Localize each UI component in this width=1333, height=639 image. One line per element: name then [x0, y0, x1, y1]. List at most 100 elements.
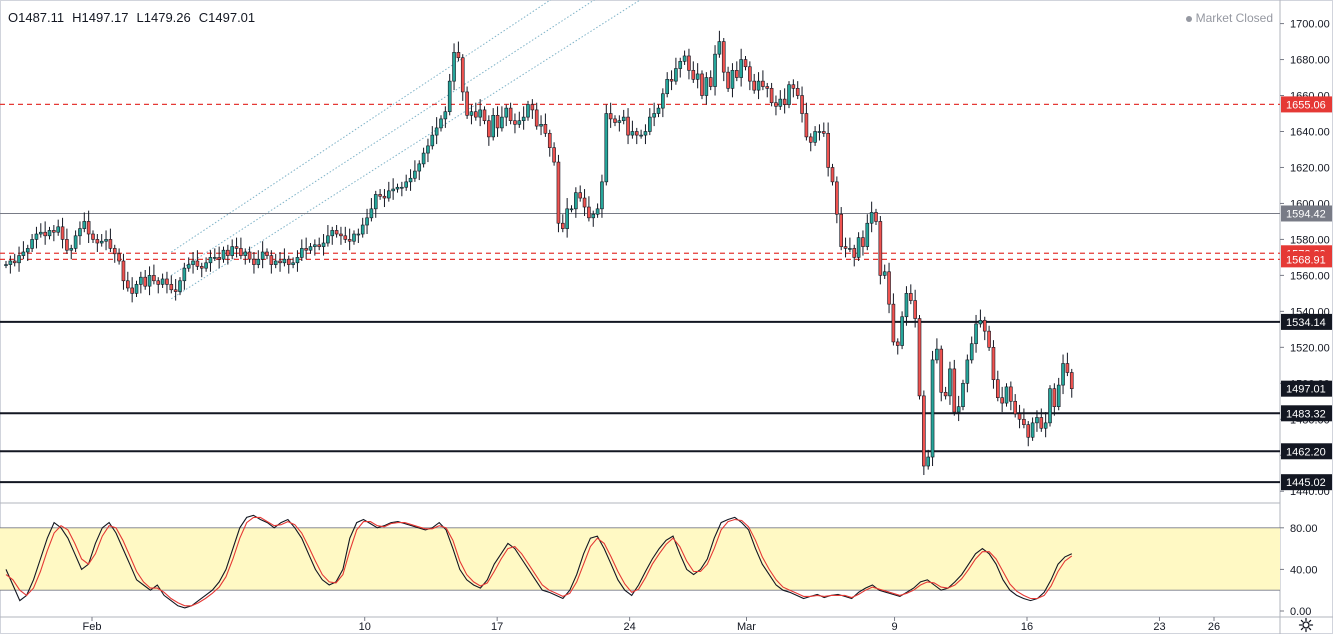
candle-body	[917, 318, 922, 397]
candle	[460, 54, 465, 101]
candle	[286, 255, 291, 274]
candle	[552, 142, 556, 166]
candle-body	[121, 260, 126, 282]
candle-body	[717, 41, 722, 55]
candle	[630, 120, 635, 139]
candle-body	[86, 221, 91, 235]
candle	[987, 325, 991, 351]
trend-channel[interactable]	[171, 0, 693, 300]
candle-body	[395, 186, 400, 190]
candle	[400, 181, 404, 197]
candle	[369, 198, 374, 222]
candle	[839, 207, 844, 251]
candle-body	[856, 237, 861, 258]
candle-body	[299, 248, 304, 258]
gear-icon[interactable]	[1298, 617, 1314, 633]
candle	[882, 264, 887, 279]
candle-body	[186, 264, 191, 269]
candle-body	[160, 278, 165, 285]
candle-body	[413, 170, 417, 179]
candle-body	[1009, 386, 1013, 402]
candle	[761, 70, 765, 91]
candle-body	[152, 275, 156, 282]
candle	[978, 309, 983, 328]
candle-body	[295, 257, 300, 264]
candle-body	[1026, 424, 1031, 438]
channel-line[interactable]	[171, 0, 693, 300]
candle	[687, 48, 691, 80]
level-label-red-bg	[1281, 96, 1332, 113]
candle	[156, 277, 161, 294]
candle	[813, 126, 817, 146]
candle	[308, 243, 313, 254]
candle	[234, 237, 239, 258]
candle	[547, 129, 552, 157]
candle	[413, 160, 417, 182]
candle-body	[1000, 397, 1004, 404]
candle-body	[47, 230, 52, 237]
candle-body	[1056, 384, 1061, 407]
candle-body	[4, 264, 8, 266]
candle-body	[134, 284, 139, 294]
level-label-black-bg	[1281, 443, 1332, 460]
candle	[52, 225, 56, 242]
candle	[604, 104, 609, 186]
candle	[674, 57, 678, 85]
candle	[334, 225, 339, 238]
candle-body	[386, 190, 391, 199]
candle	[891, 293, 896, 346]
horizontal-levels[interactable]	[0, 103, 1280, 484]
candle	[600, 174, 604, 218]
candle-body	[543, 124, 548, 134]
candle	[1061, 354, 1065, 395]
time-tick-label: Feb	[83, 621, 102, 633]
candle-body	[552, 147, 556, 163]
candle-body	[630, 131, 635, 136]
candle-body	[978, 320, 983, 325]
candle	[165, 271, 169, 294]
candle-body	[956, 406, 961, 413]
candle	[473, 102, 478, 121]
candle-body	[843, 246, 848, 249]
candle-body	[569, 208, 574, 211]
candle	[478, 99, 482, 127]
candle-body	[969, 343, 974, 361]
candle	[34, 226, 39, 249]
candle-body	[234, 246, 239, 249]
candle	[817, 124, 822, 141]
candle	[752, 73, 757, 94]
candle	[995, 370, 1000, 402]
candle-body	[191, 260, 195, 265]
candle	[634, 127, 639, 145]
candle-body	[500, 116, 504, 129]
ohlc-low: L1479.26	[136, 10, 191, 25]
candle	[917, 314, 922, 400]
candle-body	[330, 230, 335, 237]
candle	[491, 108, 496, 141]
stoch-tick-label: 0.00	[1290, 606, 1311, 618]
ohlc-legend: O1487.11 H1497.17 L1479.26 C1497.01	[8, 10, 263, 25]
candle-body	[739, 59, 743, 78]
candle-body	[1039, 417, 1044, 429]
candle-body	[895, 341, 900, 346]
candle	[639, 129, 643, 139]
stoch-tick-label: 40.00	[1290, 564, 1318, 576]
candle-body	[682, 55, 687, 62]
candle-body	[974, 323, 978, 345]
candle-body	[530, 104, 535, 111]
candle-body	[382, 195, 387, 199]
candle-body	[691, 70, 696, 80]
candle	[713, 45, 717, 96]
candle	[513, 113, 517, 134]
candle-body	[621, 116, 626, 122]
candle-body	[278, 260, 282, 264]
candle-body	[908, 293, 913, 301]
candle	[243, 248, 248, 265]
candle	[373, 190, 378, 218]
candle-body	[230, 246, 234, 256]
candle	[678, 57, 683, 78]
time-tick-label: 26	[1208, 621, 1220, 633]
candle	[904, 286, 909, 326]
candle-body	[360, 224, 365, 235]
